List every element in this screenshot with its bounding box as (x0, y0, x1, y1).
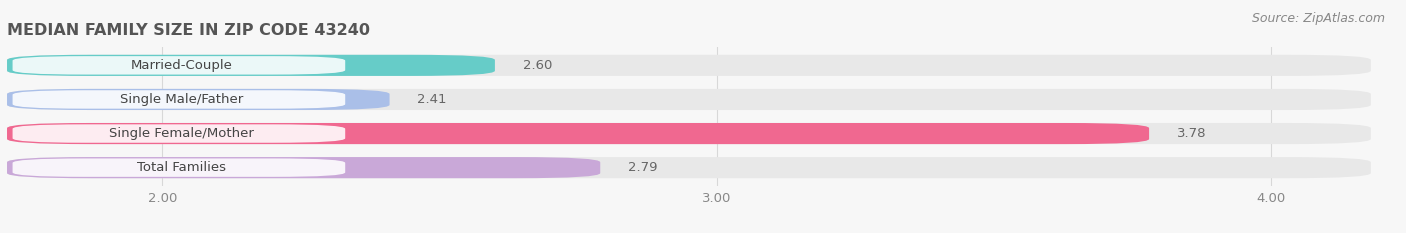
FancyBboxPatch shape (7, 89, 389, 110)
FancyBboxPatch shape (7, 55, 1371, 76)
FancyBboxPatch shape (13, 124, 346, 143)
FancyBboxPatch shape (7, 123, 1149, 144)
FancyBboxPatch shape (13, 90, 346, 109)
FancyBboxPatch shape (13, 158, 346, 177)
Text: 2.41: 2.41 (418, 93, 447, 106)
Text: 3.78: 3.78 (1177, 127, 1206, 140)
FancyBboxPatch shape (13, 56, 346, 75)
FancyBboxPatch shape (7, 123, 1371, 144)
Text: Source: ZipAtlas.com: Source: ZipAtlas.com (1251, 12, 1385, 25)
Text: MEDIAN FAMILY SIZE IN ZIP CODE 43240: MEDIAN FAMILY SIZE IN ZIP CODE 43240 (7, 24, 370, 38)
Text: 2.60: 2.60 (523, 59, 553, 72)
FancyBboxPatch shape (7, 157, 1371, 178)
FancyBboxPatch shape (7, 55, 495, 76)
Text: Total Families: Total Families (138, 161, 226, 174)
Text: Single Male/Father: Single Male/Father (120, 93, 243, 106)
FancyBboxPatch shape (7, 157, 600, 178)
Text: 2.79: 2.79 (628, 161, 658, 174)
FancyBboxPatch shape (7, 89, 1371, 110)
Text: Single Female/Mother: Single Female/Mother (110, 127, 254, 140)
Text: Married-Couple: Married-Couple (131, 59, 232, 72)
